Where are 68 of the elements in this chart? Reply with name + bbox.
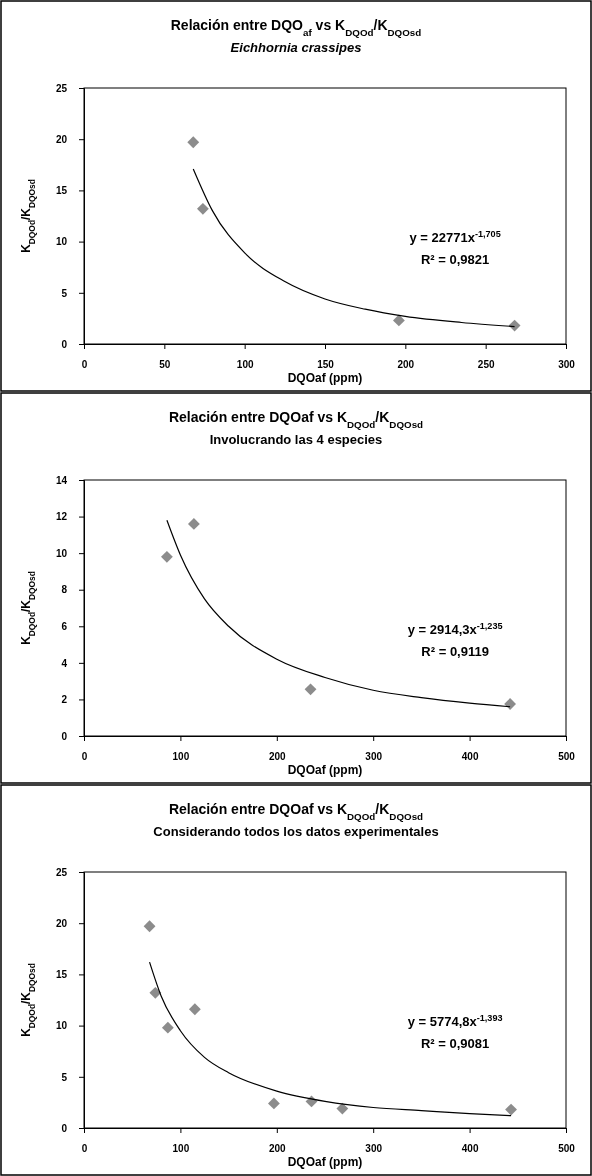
x-tick-label: 200 (397, 359, 415, 371)
point (143, 920, 156, 933)
x-tick-label: 100 (172, 751, 190, 763)
x-tick-label: 500 (558, 1143, 576, 1155)
y-tick-label: 15 (55, 185, 68, 197)
y-tick-label: 5 (61, 287, 68, 299)
y-tick-label: 6 (61, 620, 68, 632)
point (161, 1021, 174, 1034)
point (160, 550, 173, 563)
x-tick-label: 400 (461, 751, 479, 763)
point (267, 1097, 280, 1110)
chart-subtitle: Considerando todos los datos experimentales (153, 824, 439, 839)
chart-subtitle: Involucrando las 4 especies (209, 432, 383, 447)
point (392, 314, 405, 327)
y-tick-label: 10 (55, 1020, 68, 1032)
x-tick-label: 300 (365, 1143, 383, 1155)
x-tick-label: 400 (461, 1143, 479, 1155)
y-tick-label: 10 (55, 547, 68, 559)
y-tick-label: 4 (61, 657, 68, 669)
x-tick-label: 300 (365, 751, 383, 763)
y-tick-label: 14 (55, 474, 68, 486)
annotation: y = 2914,3x$^{-1,235}$ (407, 620, 503, 637)
y-tick-label: 20 (55, 133, 68, 145)
x-tick-label: 0 (81, 1143, 88, 1155)
y-tick-label: 25 (55, 82, 68, 94)
y-tick-label: 0 (61, 338, 68, 350)
point (304, 683, 317, 696)
x-tick-label: 100 (172, 1143, 190, 1155)
y-tick-label: 15 (55, 969, 68, 981)
annotation: R² = 0,9119 (421, 643, 489, 659)
point (149, 986, 162, 999)
y-tick-label: 5 (61, 1071, 68, 1083)
point (187, 136, 200, 149)
y-tick-label: 25 (55, 866, 68, 878)
x-tick-label: 500 (558, 751, 576, 763)
x-tick-label: 0 (81, 751, 88, 763)
chart-title: Relación entre DQOaf vs K$_{DQOd}$/K$_{DQOsd}$ (168, 409, 424, 430)
x-axis-title: DQOaf (ppm) (287, 1155, 363, 1169)
x-tick-label: 300 (558, 359, 576, 371)
x-tick-label: 200 (268, 1143, 287, 1155)
chart-subtitle: Eichhornia crassipes (230, 40, 362, 55)
y-tick-label: 10 (55, 236, 68, 248)
x-axis-title: DQOaf (ppm) (287, 763, 363, 777)
x-tick-label: 0 (81, 359, 88, 371)
chart-title: Relación entre DQOaf vs K$_{DQOd}$/K$_{DQOsd}$ (168, 801, 424, 822)
annotation: y = 22771x$^{-1,705}$ (409, 228, 501, 245)
point (187, 517, 200, 530)
point (336, 1102, 349, 1115)
y-tick-label: 20 (55, 917, 68, 929)
y-tick-label: 12 (55, 511, 68, 523)
y-tick-label: 0 (61, 1122, 68, 1134)
annotation: R² = 0,9821 (420, 251, 490, 267)
point (196, 202, 209, 215)
x-tick-label: 150 (317, 359, 335, 371)
chart-title: Relación entre DQO$_{af}$ vs K$_{DQOd}$/K$_{DQOsd}$ (170, 17, 422, 38)
y-tick-label: 8 (61, 584, 68, 596)
point (188, 1003, 201, 1016)
x-tick-label: 100 (236, 359, 254, 371)
point (505, 1103, 517, 1116)
y-tick-label: 2 (61, 694, 68, 706)
x-tick-label: 50 (159, 359, 171, 371)
annotation: y = 5774,8x$^{-1,393}$ (407, 1012, 503, 1029)
y-tick-label: 0 (61, 730, 68, 742)
x-axis-title: DQOaf (ppm) (287, 371, 363, 385)
annotation: R² = 0,9081 (420, 1035, 490, 1051)
point (504, 698, 516, 710)
x-tick-label: 200 (268, 751, 287, 763)
x-tick-label: 250 (477, 359, 495, 371)
